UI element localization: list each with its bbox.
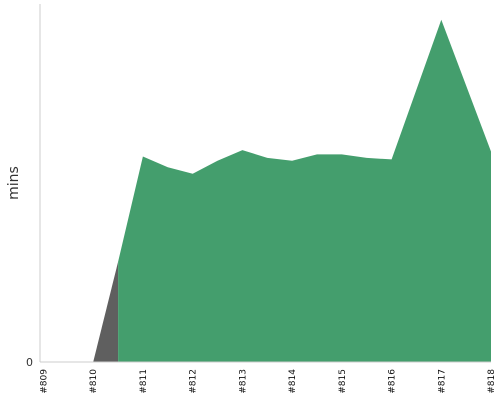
x-tick-label: #809 bbox=[40, 369, 50, 394]
x-tick-label: #812 bbox=[189, 369, 199, 394]
x-tick-label: #813 bbox=[238, 369, 248, 394]
x-tick-labels: #809 #810 #811 #812 #813 #814 #815 #816 #817 #818 bbox=[40, 369, 498, 394]
y-tick-labels: 0 bbox=[26, 356, 33, 369]
x-tick-label: #814 bbox=[288, 369, 298, 394]
y-tick-label: 0 bbox=[26, 356, 33, 369]
area-series-0 bbox=[93, 261, 119, 362]
area-series-group bbox=[93, 19, 491, 363]
y-axis-label: mins bbox=[6, 166, 22, 200]
x-tick-label: #817 bbox=[437, 369, 447, 394]
x-tick-label: #818 bbox=[487, 369, 497, 394]
x-tick-label: #811 bbox=[139, 369, 149, 394]
x-tick-label: #816 bbox=[388, 369, 398, 394]
area-series-1 bbox=[118, 19, 491, 363]
x-tick-label: #815 bbox=[338, 369, 348, 394]
x-tick-label: #810 bbox=[89, 369, 99, 394]
